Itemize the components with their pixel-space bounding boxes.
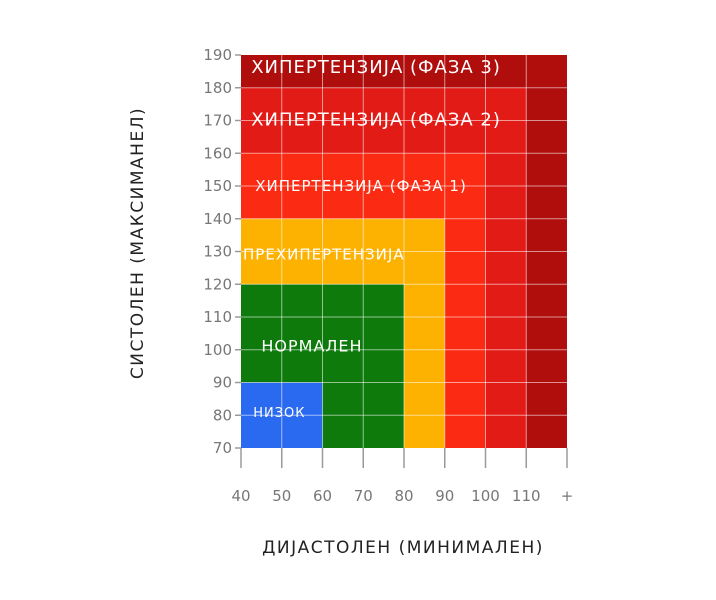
- label-hypertension-stage3: ХИПЕРТЕНЗИЈА (ФАЗА 3): [251, 57, 501, 78]
- label-prehypertension: ПРЕХИПЕРТЕНЗИЈА: [243, 246, 405, 264]
- y-tick-label: 170: [203, 112, 232, 130]
- grid-layer: [241, 55, 567, 448]
- y-tick-label: 80: [213, 406, 232, 424]
- y-tick-label: 120: [203, 275, 232, 293]
- y-tick-label: 140: [203, 210, 232, 228]
- y-axis-title: СИСТОЛЕН (МАКСИМАНЕЛ): [128, 107, 148, 379]
- label-hypertension-stage1: ХИПЕРТЕНЗИЈА (ФАЗА 1): [255, 177, 467, 195]
- x-tick-label: 100: [471, 487, 500, 505]
- x-axis-title: ДИЈАСТОЛЕН (МИНИМАЛЕН): [262, 538, 544, 558]
- label-normal: НОРМАЛЕН: [261, 336, 362, 355]
- y-tick-label: 160: [203, 144, 232, 162]
- x-tick-label: 70: [354, 487, 373, 505]
- y-tick-label: 70: [213, 439, 232, 457]
- x-tick-label: 50: [272, 487, 291, 505]
- y-tick-label: 150: [203, 177, 232, 195]
- zones-layer: [241, 55, 567, 448]
- y-tick-label: 110: [203, 308, 232, 326]
- zone-labels-layer: ХИПЕРТЕНЗИЈА (ФАЗА 3) ХИПЕРТЕНЗИЈА (ФАЗА …: [243, 57, 501, 421]
- x-tick-label: 90: [435, 487, 454, 505]
- y-tick-label: 180: [203, 79, 232, 97]
- y-tick-label: 90: [213, 374, 232, 392]
- y-tick-label: 100: [203, 341, 232, 359]
- x-tick-label: 80: [394, 487, 413, 505]
- label-low: НИЗОК: [253, 406, 305, 421]
- x-tick-label: 110: [512, 487, 541, 505]
- axis-layer: 70 80 90 100 110 120 130 140 150 160 170 180 190 40 50…: [203, 46, 573, 505]
- x-tick-label: 40: [231, 487, 250, 505]
- label-hypertension-stage2: ХИПЕРТЕНЗИЈА (ФАЗА 2): [251, 109, 501, 130]
- x-tick-label: +: [561, 487, 574, 505]
- y-tick-label: 190: [203, 46, 232, 64]
- y-tick-label: 130: [203, 243, 232, 261]
- x-tick-label: 60: [313, 487, 332, 505]
